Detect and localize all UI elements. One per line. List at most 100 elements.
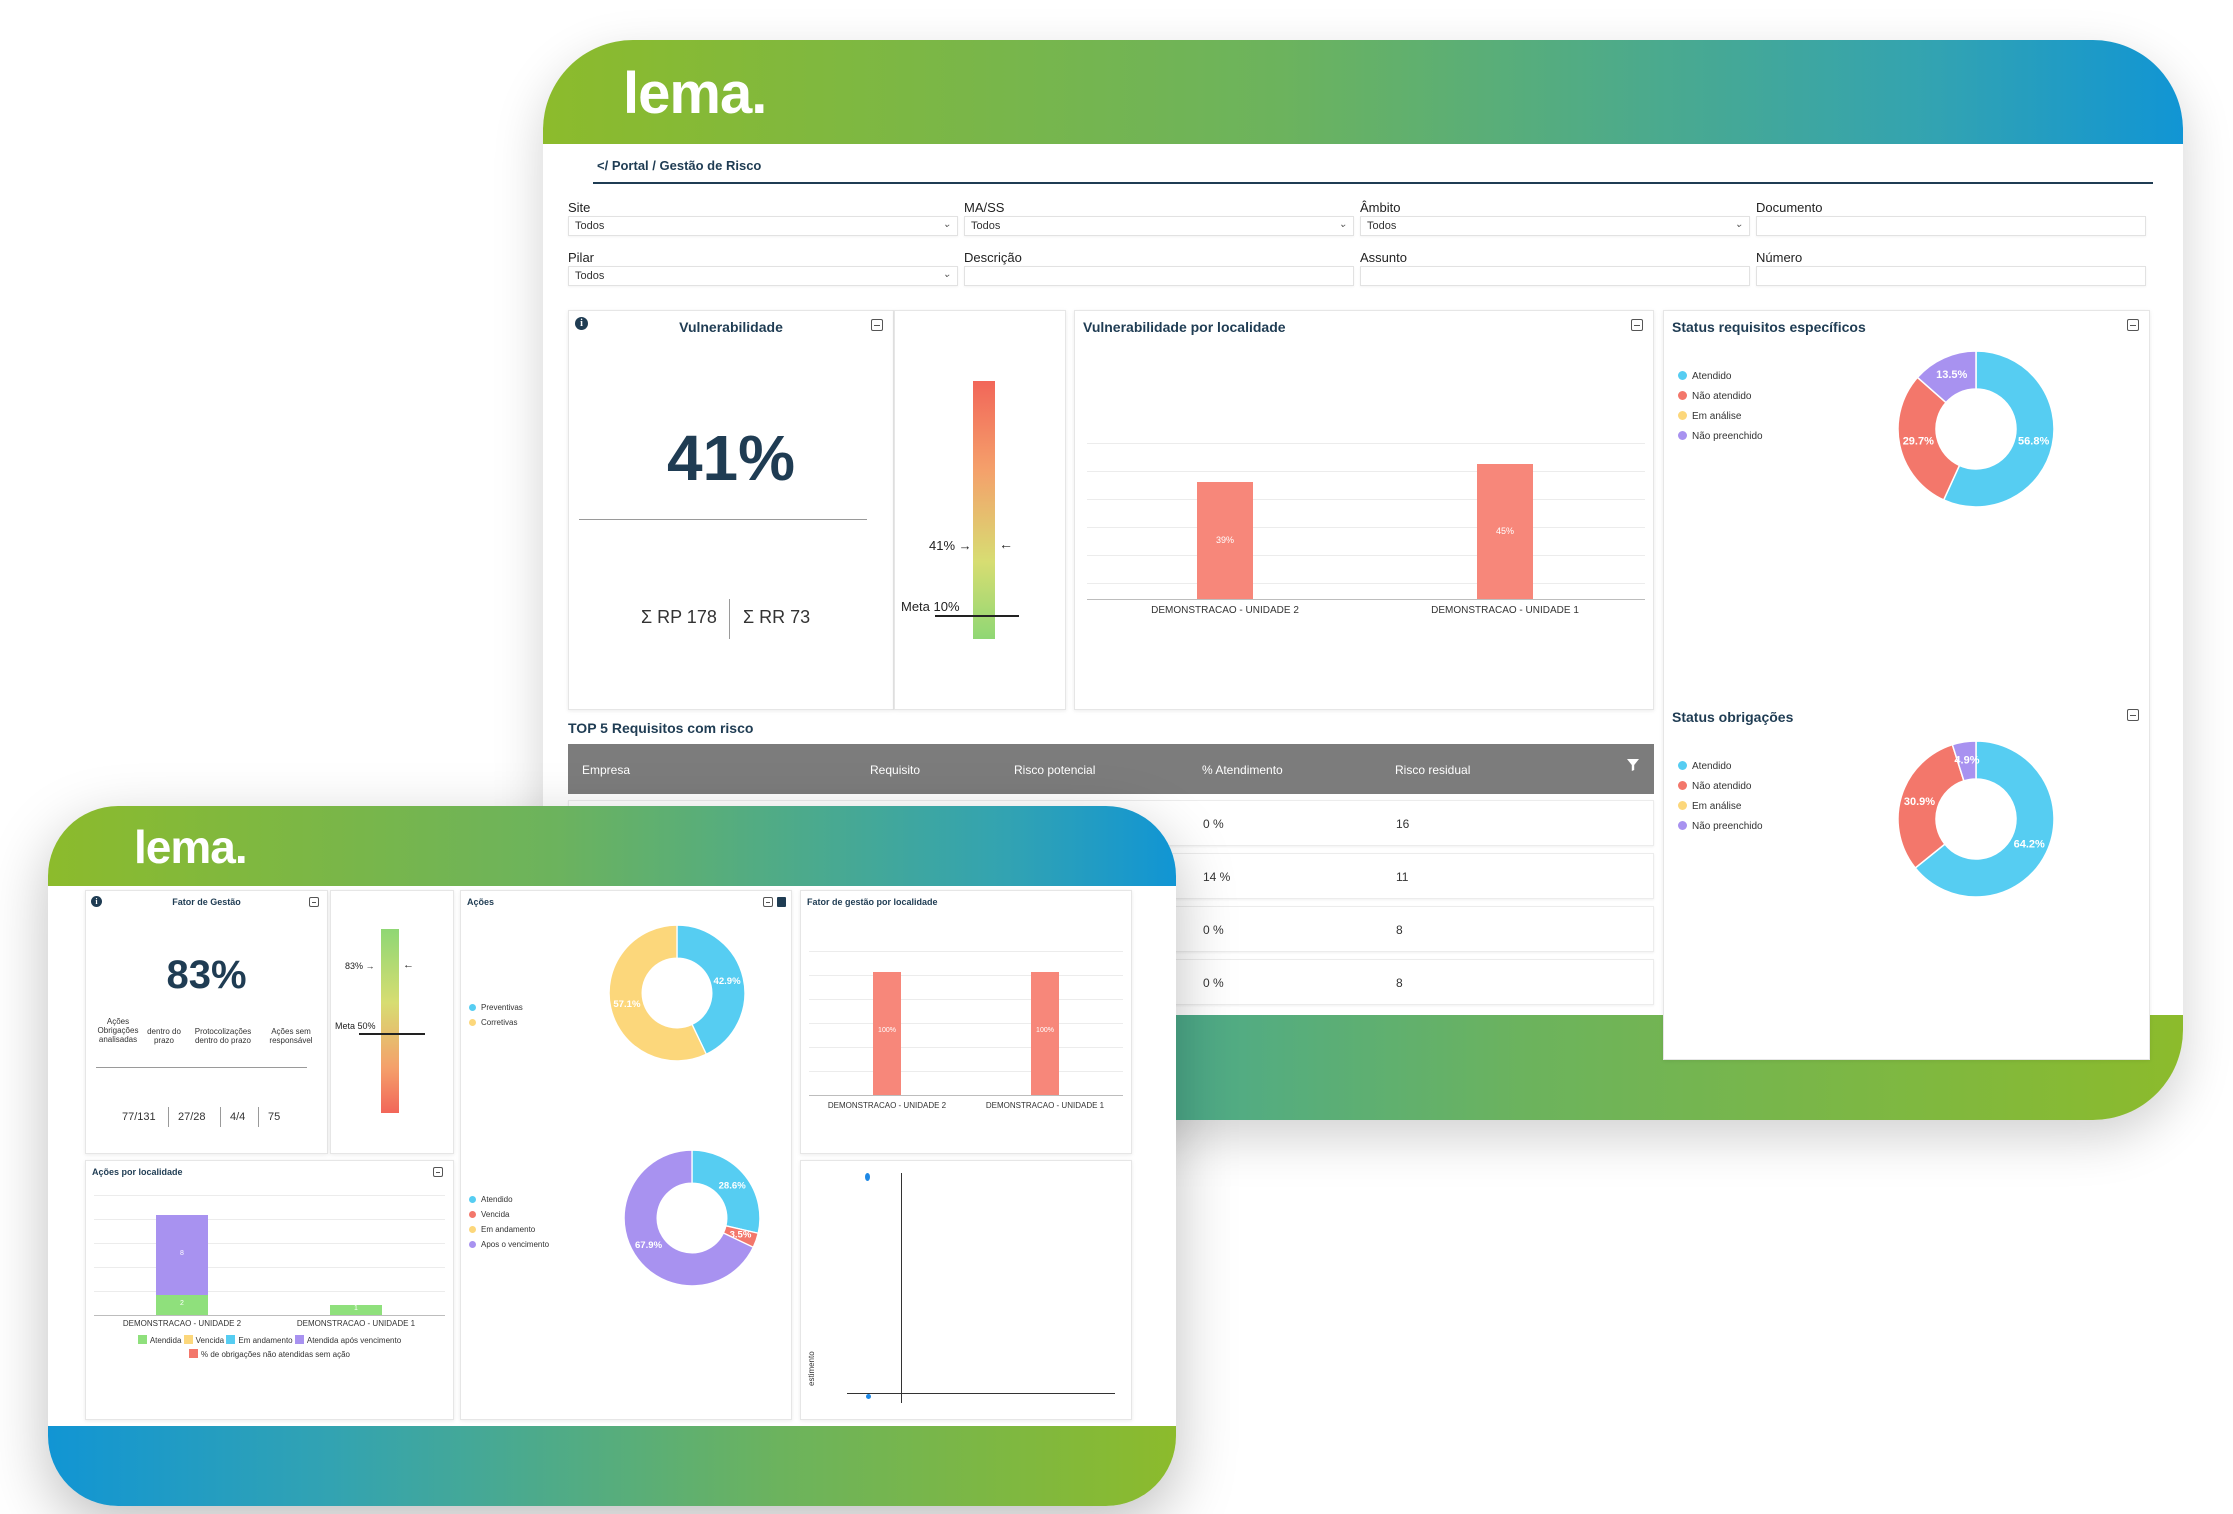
legend-atendido[interactable]: Atendido	[1678, 761, 1731, 772]
acoes-tipo-donut[interactable]: 42.9% 57.1%	[603, 919, 751, 1067]
legend-vencida[interactable]: Vencida	[183, 1335, 224, 1345]
fator-numbers: 77/131 27/28 4/4 75	[116, 1107, 323, 1131]
bar-unidade-2[interactable]	[1197, 482, 1253, 599]
scatter-point[interactable]	[866, 1394, 871, 1399]
donut-slice-n-o-preenchido[interactable]	[1916, 350, 1977, 404]
status-requisitos-title: Status requisitos específicos	[1672, 319, 1866, 335]
pilar-select[interactable]: Todos ⌄	[568, 266, 958, 286]
minimize-icon[interactable]	[433, 1167, 443, 1177]
numero-label: Número	[1756, 250, 1803, 265]
donut-slice-apos-o-vencimento[interactable]	[623, 1149, 755, 1287]
legend-nao-atendidas-sem-acao[interactable]: % de obrigações não atendidas sem ação	[189, 1349, 350, 1359]
front-logo[interactable]: lema.	[134, 821, 248, 873]
legend-apos-vencimento[interactable]: Apos o vencimento	[469, 1240, 549, 1249]
minimize-icon[interactable]	[309, 897, 319, 907]
legend-nao-atendido[interactable]: Não atendido	[1678, 391, 1752, 402]
legend-atendida[interactable]: Atendida	[137, 1335, 181, 1345]
status-requisitos-donut[interactable]: 56.8% 29.7% 13.5%	[1891, 344, 2061, 514]
numero-input[interactable]	[1756, 266, 2146, 286]
gauge-value-label: 83% →	[345, 961, 375, 971]
minimize-icon[interactable]	[763, 897, 773, 907]
info-icon[interactable]: i	[91, 896, 102, 907]
mass-select[interactable]: Todos ⌄	[964, 216, 1354, 236]
documento-input[interactable]	[1756, 216, 2146, 236]
legend-atendida-apos-vencimento[interactable]: Atendida após vencimento	[294, 1335, 401, 1345]
donut-slice-n-o-atendido[interactable]	[1897, 743, 1965, 870]
front-footer-band	[48, 1426, 1176, 1506]
x-axis	[809, 1095, 1123, 1096]
legend-corretivas[interactable]: Corretivas	[469, 1018, 517, 1027]
col-risco-residual[interactable]: Risco residual	[1395, 763, 1471, 777]
legend-preventivas[interactable]: Preventivas	[469, 1003, 523, 1012]
assunto-input[interactable]	[1360, 266, 1750, 286]
divider	[729, 599, 730, 639]
legend-atendido[interactable]: Atendido	[1678, 371, 1731, 382]
donut-value-label: 56.8%	[2018, 436, 2049, 448]
bar-unidade-1[interactable]	[1031, 971, 1059, 1095]
legend-em-andamento[interactable]: Em andamento	[469, 1225, 535, 1234]
vulnerabilidade-gauge-card: 41% → ← Meta 10%	[894, 310, 1066, 710]
back-window: lema. </ Portal / Gestão de Risco Site T…	[543, 40, 2183, 1120]
breadcrumb-text[interactable]: </ Portal / Gestão de Risco	[597, 158, 762, 173]
divider	[96, 1067, 307, 1068]
donut-slice-n-o-atendido[interactable]	[1897, 376, 1961, 501]
minimize-icon[interactable]	[2127, 319, 2139, 331]
bar-atendida-unidade-2[interactable]	[156, 1295, 208, 1315]
top5-title: TOP 5 Requisitos com risco	[568, 720, 754, 736]
bar-label: 100%	[878, 1027, 896, 1035]
fator-gestao-title: Fator de Gestão	[172, 897, 241, 907]
donut-value-label: 29.7%	[1903, 435, 1934, 447]
donut-value-label: 13.5%	[1936, 369, 1967, 381]
assunto-label: Assunto	[1360, 250, 1407, 265]
rp-value: Σ RP 178	[641, 607, 717, 627]
back-header	[543, 40, 2183, 144]
descricao-input[interactable]	[964, 266, 1354, 286]
legend-nao-preenchido[interactable]: Não preenchido	[1678, 821, 1763, 832]
donut-slice-atendido[interactable]	[1942, 350, 2055, 508]
legend-nao-preenchido[interactable]: Não preenchido	[1678, 431, 1763, 442]
mass-label: MA/SS	[964, 200, 1005, 215]
acoes-status-donut[interactable]: 28.6% 3.5% 67.9%	[618, 1144, 766, 1292]
vulnerabilidade-title: Vulnerabilidade	[679, 319, 783, 335]
minimize-icon[interactable]	[2127, 709, 2139, 721]
legend-em-andamento[interactable]: Em andamento	[226, 1335, 293, 1345]
col-requisito[interactable]: Requisito	[870, 763, 921, 777]
legend-em-analise[interactable]: Em análise	[1678, 411, 1741, 422]
filter-icon[interactable]	[1626, 758, 1640, 772]
donut-slice-atendido[interactable]	[691, 1149, 761, 1235]
donut-slice-atendido[interactable]	[1914, 740, 2055, 898]
gauge-bar	[381, 929, 399, 1113]
status-obrigacoes-donut[interactable]: 64.2% 30.9% 4.9%	[1891, 734, 2061, 904]
info-icon[interactable]: i	[575, 317, 588, 330]
bar-unidade-1[interactable]	[1477, 464, 1533, 599]
scatter-point[interactable]	[865, 1173, 870, 1181]
acoes-localidade-card: Ações por localidade 2 8 1 DEMONSTRACAO …	[85, 1160, 454, 1420]
front-window: lema. i Fator de Gestão 83% Ações Obriga…	[48, 806, 1176, 1506]
bar-atendida-unidade-1[interactable]	[330, 1305, 382, 1315]
legend-nao-atendido[interactable]: Não atendido	[1678, 781, 1752, 792]
export-icon[interactable]	[777, 897, 786, 907]
divider	[579, 519, 867, 520]
donut-slice-n-o-preenchido[interactable]	[1951, 740, 1977, 782]
fator-sub-labels: Ações Obrigações analisadas dentro do pr…	[97, 1017, 313, 1045]
x-axis	[847, 1393, 1115, 1394]
front-header	[48, 806, 1176, 886]
ambito-select[interactable]: Todos ⌄	[1360, 216, 1750, 236]
fator-gestao-value: 83%	[166, 953, 247, 997]
back-logo[interactable]: lema.	[623, 61, 767, 126]
donut-slice-preventivas[interactable]	[676, 924, 746, 1056]
minimize-icon[interactable]	[871, 319, 883, 331]
col-atendimento[interactable]: % Atendimento	[1202, 763, 1283, 777]
donut-slice-corretivas[interactable]	[608, 924, 708, 1062]
bar-apos-vencimento-unidade-2[interactable]	[156, 1215, 208, 1295]
legend-em-analise[interactable]: Em análise	[1678, 801, 1741, 812]
meta-line	[935, 615, 1019, 617]
bar-label: 45%	[1495, 525, 1514, 536]
minimize-icon[interactable]	[1631, 319, 1643, 331]
legend-atendido[interactable]: Atendido	[469, 1195, 513, 1204]
legend-vencida[interactable]: Vencida	[469, 1210, 509, 1219]
bar-unidade-2[interactable]	[873, 971, 901, 1095]
col-empresa[interactable]: Empresa	[582, 763, 631, 777]
col-risco-potencial[interactable]: Risco potencial	[1014, 763, 1096, 777]
site-select[interactable]: Todos ⌄	[568, 216, 958, 236]
